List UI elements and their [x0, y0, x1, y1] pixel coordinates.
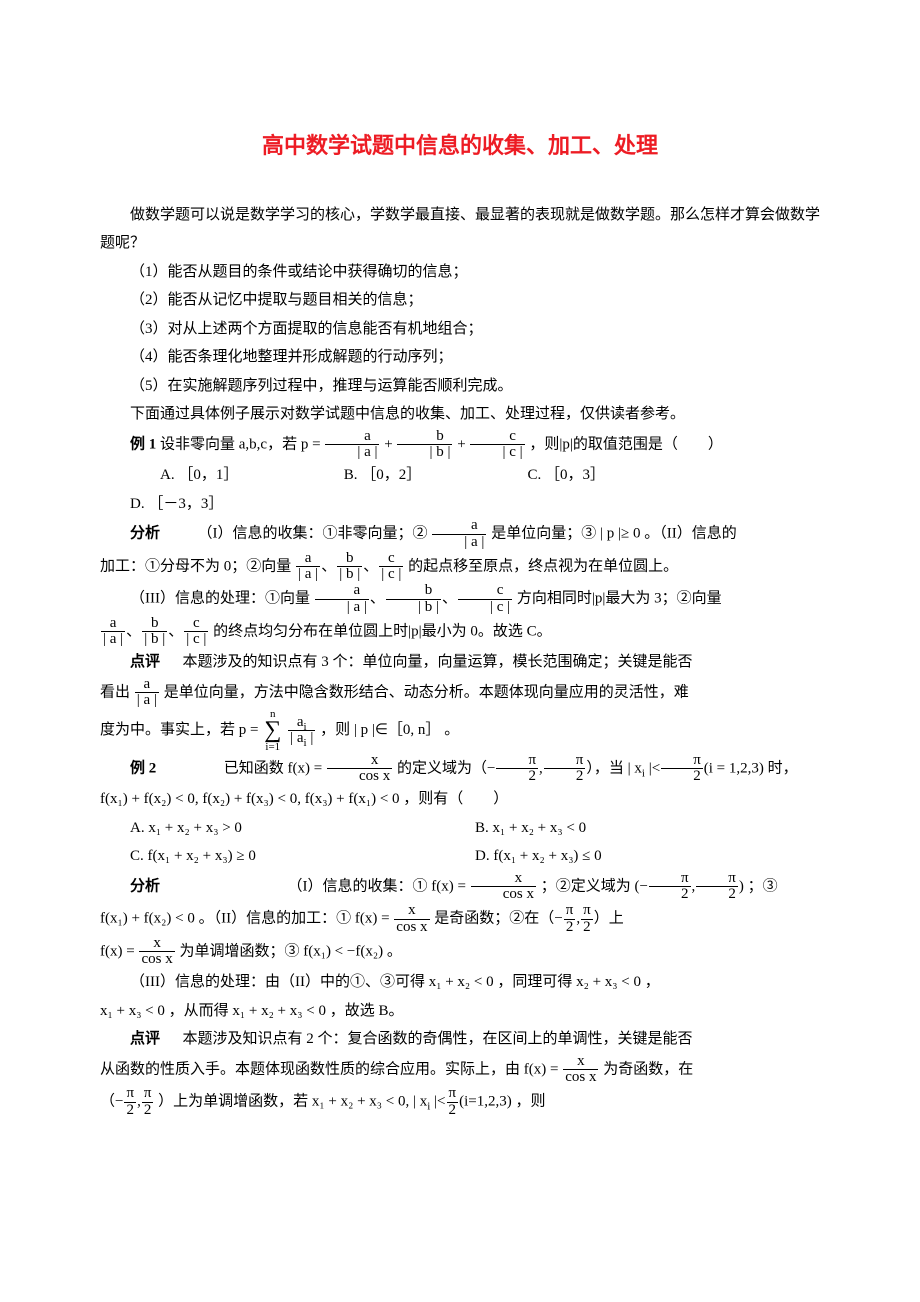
ex1-analysis-3b: a| a |、b| b |、c| c | 的终点均匀分布在单位圆上时|p|最小为…	[100, 616, 820, 649]
analysis-label: 分析	[130, 526, 160, 542]
ex1-stem-pre: 设非零向量 a,b,c，若	[160, 436, 297, 452]
ex2-comment-3: （−π2,π2 ）上为单调增函数，若 x₁ + x₂ + x₃ < 0, | x…	[100, 1086, 820, 1119]
frac-a-over-abs-a: a| a |	[325, 429, 379, 462]
ex1-analysis-1: 分析 （I）信息的收集：①非零向量；② a| a | 是单位向量；③ | p |…	[100, 518, 820, 551]
page: 高中数学试题中信息的收集、加工、处理 做数学题可以说是数学学习的核心，学数学最直…	[0, 0, 920, 1179]
step-5: （5）在实施解题序列过程中，推理与运算能否顺利完成。	[100, 372, 820, 401]
ex2-ana-3a: （III）信息的处理：由（II）中的①、③可得 x₁ + x₂ < 0 ，同理可…	[100, 968, 820, 997]
ex1-comment-1: 点评 本题涉及的知识点有 3 个：单位向量，向量运算，模长范围确定；关键是能否	[100, 648, 820, 677]
step-1: （1）能否从题目的条件或结论中获得确切的信息；	[100, 258, 820, 287]
ex2-choice-d: D. f(x₁ + x₂ + x₃) ≤ 0	[475, 842, 820, 871]
intro-text: 做数学题可以说是数学学习的核心，学数学最直接、最显著的表现就是做数学题。那么怎样…	[100, 201, 820, 258]
ex1-comment-2: 看出 a| a | 是单位向量，方法中隐含数形结合、动态分析。本题体现向量应用的…	[100, 677, 820, 710]
frac-ai: ai | ai |	[288, 715, 315, 748]
step-2: （2）能否从记忆中提取与题目相关的信息；	[100, 286, 820, 315]
ex2-ana-2: f(x₁) + f(x₂) < 0 。（II）信息的加工：① f(x) = xc…	[100, 903, 820, 936]
ex1-label: 例 1	[130, 436, 156, 452]
ex1-choices: A. ［0，1］ B. ［0，2］ C. ［0，3］ D. ［－3，3］	[100, 461, 820, 518]
step-3: （3）对从上述两个方面提取的信息能否有机地组合；	[100, 315, 820, 344]
ex2-choice-a: A. x₁ + x₂ + x₃ > 0	[130, 814, 475, 843]
lead-in: 下面通过具体例子展示对数学试题中信息的收集、加工、处理过程，仅供读者参考。	[100, 400, 820, 429]
frac-b-over-abs-b: b| b |	[397, 429, 452, 462]
ex2-ana-2b: f(x) = xcos x 为单调增函数；③ f(x₁) < −f(x₂) 。	[100, 936, 820, 969]
ex1-choice-a: A. ［0，1］	[130, 461, 310, 490]
ex1-stem-post: ，则|p|的取值范围是（ ）	[529, 436, 723, 452]
ex2-ana-3b: x₁ + x₃ < 0 ，从而得 x₁ + x₂ + x₃ < 0 ，故选 B。	[100, 997, 820, 1026]
ex2-choices-row1: A. x₁ + x₂ + x₃ > 0 B. x₁ + x₂ + x₃ < 0	[100, 814, 820, 843]
ex2-choice-b: B. x₁ + x₂ + x₃ < 0	[475, 814, 820, 843]
ex1-analysis-3a: （III）信息的处理：①向量 a| a |、b| b |、c| c | 方向相同…	[100, 583, 820, 616]
ex1-stem: 例 1 设非零向量 a,b,c，若 p = a| a | + b| b | + …	[100, 429, 820, 462]
ex1-choice-d: D. ［－3，3］	[100, 490, 273, 519]
ex1-analysis-2: 加工：①分母不为 0；②向量 a| a |、b| b |、c| c | 的起点移…	[100, 551, 820, 584]
sigma-icon: n ∑ i=1	[264, 709, 281, 753]
page-title: 高中数学试题中信息的收集、加工、处理	[100, 125, 820, 167]
frac-x-cosx: xcos x	[327, 753, 392, 786]
ex2-choices-row2: C. f(x₁ + x₂ + x₃) ≥ 0 D. f(x₁ + x₂ + x₃…	[100, 842, 820, 871]
ex2-comment-1: 点评 本题涉及知识点有 2 个：复合函数的奇偶性，在区间上的单调性，关键是能否	[100, 1025, 820, 1054]
ex1-comment-3: 度为中。事实上，若 p = n ∑ i=1 ai | ai | ，则 | p |…	[100, 709, 820, 753]
ex1-choice-c: C. ［0，3］	[498, 461, 678, 490]
frac-c-over-abs-c: c| c |	[470, 429, 524, 462]
ex1-choice-b: B. ［0，2］	[314, 461, 494, 490]
ex2-choice-c: C. f(x₁ + x₂ + x₃) ≥ 0	[130, 842, 475, 871]
ex2-ana-1: 分析 （I）信息的收集：① f(x) = xcos x ；②定义域为 (−π2,…	[100, 871, 820, 904]
ex1-p-eq: p =	[301, 436, 321, 452]
ex2-ineq-line: f(x₁) + f(x₂) < 0, f(x₂) + f(x₃) < 0, f(…	[100, 785, 820, 814]
step-4: （4）能否条理化地整理并形成解题的行动序列；	[100, 343, 820, 372]
ex2-stem: 例 2 已知函数 f(x) = xcos x 的定义域为（−π2,π2），当 |…	[100, 753, 820, 786]
ex2-comment-2: 从函数的性质入手。本题体现函数性质的综合应用。实际上，由 f(x) = xcos…	[100, 1054, 820, 1087]
frac-a-unit: a| a |	[432, 518, 486, 551]
